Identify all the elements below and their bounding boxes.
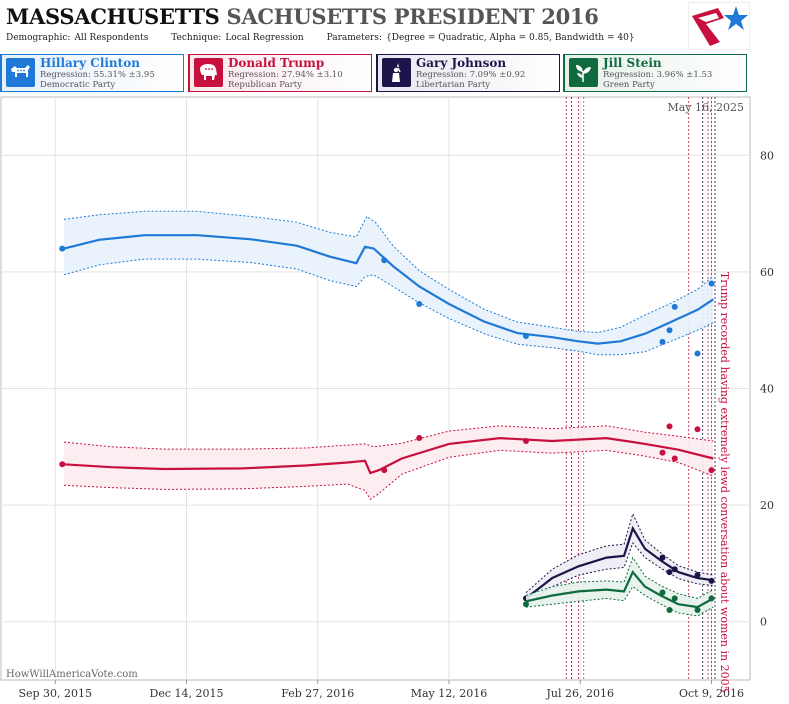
title-state: MASSACHUSETTS [6,4,220,29]
parameters-value: {Degree = Quadratic, Alpha = 0.85, Bandw… [386,33,635,43]
confidence-band [526,513,714,605]
poll-point [659,554,666,561]
polling-chart: 0 20 40 60 80 Sep 30, 2015 Dec 14, 2015 Feb 27,… [0,96,774,700]
candidate-party: Democratic Party [40,80,116,90]
poll-point [59,461,66,468]
series-jill-stein [523,556,715,617]
poll-point [694,350,701,357]
poll-point [523,333,529,340]
candidate-regression: Regression: 55.31% ±3.95 [40,70,155,80]
poll-point [416,300,423,307]
poll-point [523,601,529,608]
parameters-label: Parameters: [326,33,383,43]
poll-point [666,569,673,576]
y-tick-label: 20 [760,499,774,512]
poll-point [666,327,673,334]
poll-point [59,245,66,252]
confidence-band [64,211,714,355]
demographic-value: All Respondents [74,33,149,43]
confidence-band [64,425,714,500]
confidence-band [526,557,714,616]
candidate-name: Jill Stein [603,56,662,70]
page-title: MASSACHUSETTS SACHUSETTS PRESIDENT 2016 [6,4,599,29]
upper-bound-line [525,556,714,599]
poll-point [671,303,678,310]
date-stamp: May 16, 2025 [667,101,744,114]
poll-point [694,572,701,579]
candidate-name: Hillary Clinton [40,56,140,70]
series-hillary-clinton [59,210,715,357]
trend-line [525,570,714,609]
poll-point [708,467,715,474]
lower-bound-line [525,542,714,605]
candidate-regression: Regression: 27.94% ±3.10 [228,70,343,80]
trend-line [63,234,714,345]
poll-point [381,467,388,474]
x-tick-label: Dec 14, 2015 [150,687,224,700]
poll-point [666,607,673,614]
poll-point [666,423,673,430]
lower-bound-line [525,585,714,617]
poll-point [708,595,715,602]
candidate-card-clinton[interactable]: Hillary Clinton Regression: 55.31% ±3.95… [0,54,184,92]
upper-bound-line [63,210,714,334]
candidate-party: Libertarian Party [416,80,491,90]
candidate-regression: Regression: 7.09% ±0.92 [416,70,526,80]
poll-point [708,280,715,287]
poll-point [381,257,388,264]
upper-bound-line [525,512,714,593]
series-gary-johnson [523,512,715,605]
candidate-card-trump[interactable]: Donald Trump Regression: 27.94% ±3.10 Re… [188,54,372,92]
candidate-name: Gary Johnson [416,56,507,70]
candidate-card-stein[interactable]: Jill Stein Regression: 3.96% ±1.53 Green… [563,54,747,92]
poll-point [671,455,678,462]
candidate-regression: Regression: 3.96% ±1.53 [603,70,713,80]
poll-point [523,437,529,444]
poll-point [671,566,678,573]
title-rest: SACHUSETTS PRESIDENT 2016 [226,4,599,29]
technique-value: Local Regression [225,33,304,43]
y-tick-label: 40 [760,383,774,396]
candidate-name: Donald Trump [228,56,325,70]
donkey-icon [6,58,35,87]
site-credit: HowWillAmericaVote.com [6,669,138,680]
y-tick-label: 0 [760,616,767,629]
trend-line [63,436,714,475]
poll-point [659,338,666,345]
poll-point [708,577,715,584]
series-donald-trump [59,423,715,501]
poll-point [694,426,701,433]
poll-point [659,449,666,456]
candidate-party: Green Party [603,80,655,90]
upper-bound-line [63,425,714,450]
trend-line [525,525,714,600]
x-tick-label: Feb 27, 2016 [281,687,354,700]
site-logo-icon [688,2,750,50]
liberty-statue-icon [382,58,411,87]
candidate-card-johnson[interactable]: Gary Johnson Regression: 7.09% ±0.92 Lib… [376,54,560,92]
demographic-label: Demographic: [6,33,71,43]
poll-point [659,589,666,596]
x-tick-label: Oct 9, 2016 [679,687,744,700]
lower-bound-line [63,449,714,501]
technique-label: Technique: [171,33,222,43]
x-tick-label: Sep 30, 2015 [18,687,92,700]
leaf-plant-icon [569,58,598,87]
y-tick-label: 60 [760,266,774,279]
poll-point [416,435,423,442]
y-tick-label: 80 [760,149,774,162]
candidate-party: Republican Party [228,80,302,90]
parameters-line: Demographic: All Respondents Technique: Lo… [6,33,639,43]
x-tick-label: May 12, 2016 [411,687,488,700]
x-tick-label: Jul 26, 2016 [546,687,615,700]
elephant-icon [194,58,223,87]
poll-point [694,607,701,614]
event-annotation: Trump recorded having extremely lewd con… [718,272,731,693]
poll-point [671,595,678,602]
